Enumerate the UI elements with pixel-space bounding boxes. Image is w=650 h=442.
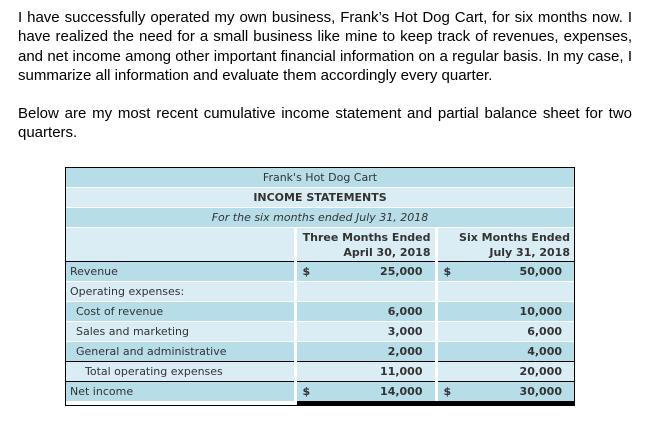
- row-label: Sales and marketing: [66, 321, 297, 342]
- row-cost-of-revenue: Cost of revenue 6,000 10,000: [66, 301, 574, 322]
- value: 14,000: [380, 384, 423, 398]
- statement-title: INCOME STATEMENTS: [66, 187, 574, 208]
- currency-symbol: $: [302, 384, 311, 398]
- row-label: General and administrative: [66, 341, 297, 362]
- row-column-headers: Three Months Ended April 30, 2018 Six Mo…: [66, 227, 574, 262]
- value: 25,000: [380, 264, 423, 278]
- column-header-line1: Three Months Ended: [302, 230, 431, 244]
- value: 4,000: [527, 344, 562, 358]
- row-sales-and-marketing: Sales and marketing 3,000 6,000: [66, 321, 574, 342]
- intro-paragraph-1: I have successfully operated my own busi…: [18, 9, 632, 84]
- value: 3,000: [387, 324, 423, 338]
- row-statement-period: For the six months ended July 31, 2018: [66, 207, 574, 228]
- currency-symbol: $: [302, 264, 311, 278]
- statement-period: For the six months ended July 31, 2018: [66, 207, 574, 228]
- value: 6,000: [527, 324, 562, 338]
- value-cell-three-months: [295, 281, 438, 302]
- row-company-name: Frank's Hot Dog Cart: [66, 167, 574, 188]
- value-cell-three-months: 2,000: [295, 341, 438, 362]
- row-operating-expenses-header: Operating expenses:: [66, 281, 574, 302]
- column-header-three-months: Three Months Ended April 30, 2018: [295, 227, 438, 262]
- row-net-income: Net income $14,000 $30,000: [66, 381, 574, 405]
- value-cell-three-months: 3,000: [295, 321, 438, 342]
- column-header-spacer: [66, 227, 297, 262]
- value: 20,000: [519, 364, 562, 378]
- value-cell-six-months: 20,000: [436, 361, 574, 382]
- row-label: Net income: [66, 381, 297, 405]
- row-label: Cost of revenue: [66, 301, 297, 322]
- value: 30,000: [519, 384, 562, 398]
- value: 10,000: [519, 304, 562, 318]
- value-cell-three-months: 6,000: [295, 301, 438, 322]
- row-label: Total operating expenses: [66, 361, 297, 382]
- value-cell-six-months: 4,000: [436, 341, 574, 362]
- value: 6,000: [387, 304, 423, 318]
- column-header-line2: April 30, 2018: [343, 245, 431, 259]
- currency-symbol: $: [443, 264, 452, 278]
- row-label: Revenue: [66, 261, 297, 282]
- row-statement-title: INCOME STATEMENTS: [66, 187, 574, 208]
- value-cell-six-months: 6,000: [436, 321, 574, 342]
- value-cell-three-months: $25,000: [295, 261, 438, 282]
- currency-symbol: $: [443, 384, 452, 398]
- column-header-six-months: Six Months Ended July 31, 2018: [436, 227, 574, 262]
- value-cell-six-months: $30,000: [436, 381, 574, 405]
- row-revenue: Revenue $25,000 $50,000: [66, 261, 574, 282]
- value-cell-six-months: [436, 281, 574, 302]
- value-cell-six-months: $50,000: [436, 261, 574, 282]
- value: 50,000: [519, 264, 562, 278]
- row-total-operating-expenses: Total operating expenses 11,000 20,000: [66, 361, 574, 382]
- value-cell-three-months: 11,000: [295, 361, 438, 382]
- value-cell-three-months: $14,000: [295, 381, 438, 405]
- row-general-and-administrative: General and administrative 2,000 4,000: [66, 341, 574, 362]
- value: 2,000: [387, 344, 423, 358]
- intro-paragraph-2: Below are my most recent cumulative inco…: [18, 105, 632, 142]
- statement-company-name: Frank's Hot Dog Cart: [66, 167, 574, 188]
- column-header-line2: July 31, 2018: [489, 245, 570, 259]
- column-header-line1: Six Months Ended: [459, 230, 570, 244]
- value-cell-six-months: 10,000: [436, 301, 574, 322]
- row-label: Operating expenses:: [66, 281, 297, 302]
- value: 11,000: [380, 364, 423, 378]
- income-statement-table: Frank's Hot Dog Cart INCOME STATEMENTS F…: [65, 166, 575, 406]
